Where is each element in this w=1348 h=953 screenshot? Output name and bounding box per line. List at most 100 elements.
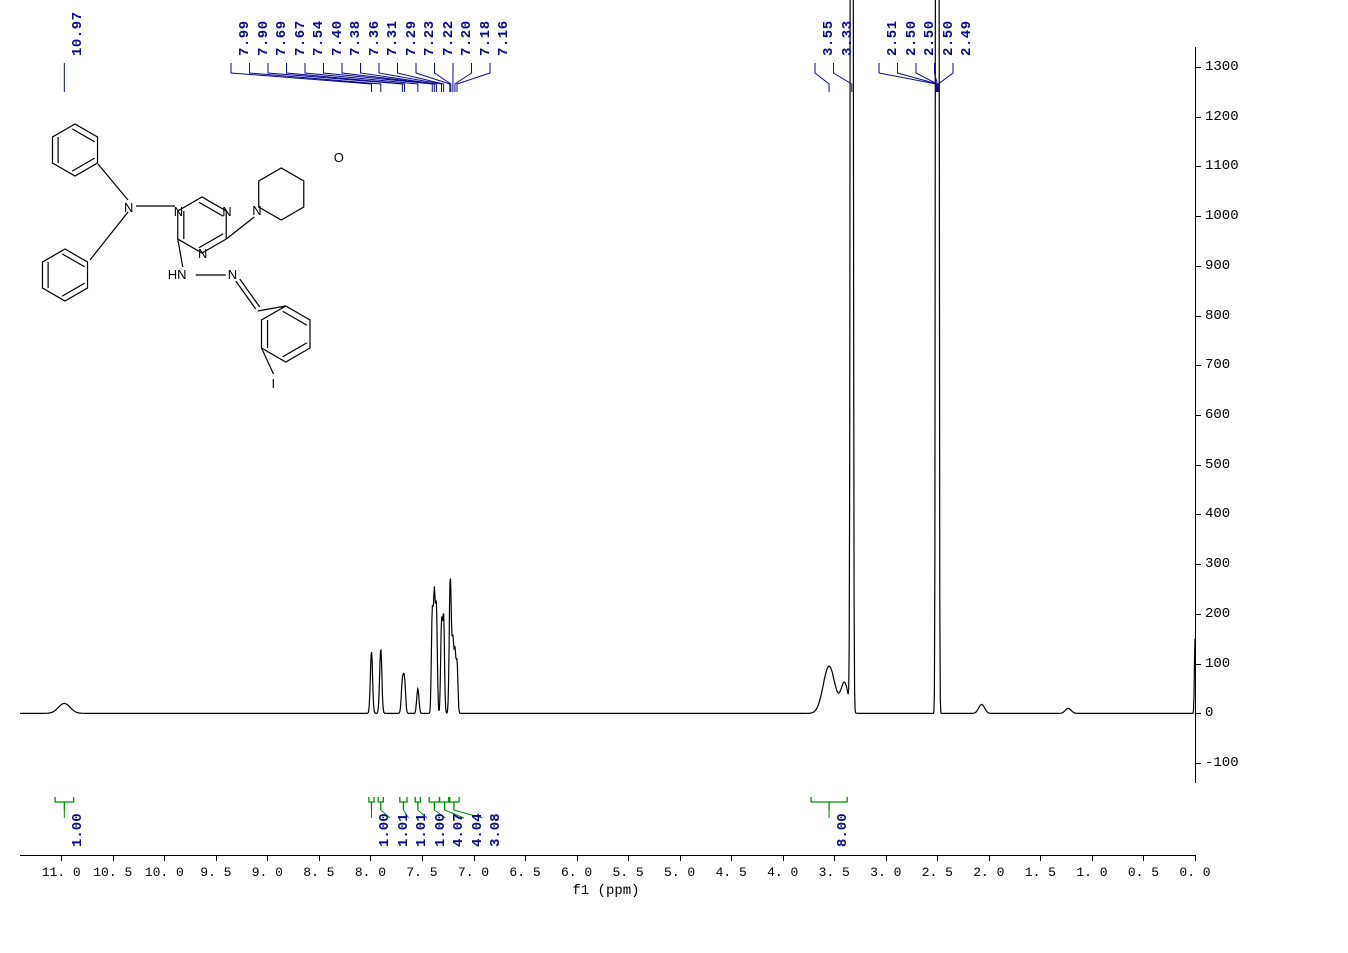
y-tick <box>1195 564 1201 565</box>
integral-label: 4.07 <box>451 813 467 847</box>
y-tick-label: 200 <box>1205 606 1230 622</box>
x-tick <box>422 855 423 861</box>
y-tick-label: 900 <box>1205 258 1230 274</box>
x-tick-label: 10. 0 <box>145 865 184 880</box>
peak-label: 2.50 <box>904 20 920 56</box>
x-tick-label: 3. 5 <box>819 865 850 880</box>
svg-text:N: N <box>174 204 183 219</box>
peak-label: 7.99 <box>237 20 253 56</box>
peak-label: 7.16 <box>496 20 512 56</box>
x-tick-label: 1. 0 <box>1076 865 1107 880</box>
peak-label: 7.18 <box>478 20 494 56</box>
x-tick <box>474 855 475 861</box>
peak-label: 7.90 <box>256 20 272 56</box>
x-tick <box>113 855 114 861</box>
x-tick <box>267 855 268 861</box>
peak-label: 2.49 <box>959 20 975 56</box>
integral-label: 8.00 <box>835 813 851 847</box>
y-tick <box>1195 316 1201 317</box>
svg-text:N: N <box>228 267 237 282</box>
x-tick-label: 6. 0 <box>561 865 592 880</box>
y-tick-label: 600 <box>1205 407 1230 423</box>
x-tick-label: 7. 0 <box>458 865 489 880</box>
y-tick <box>1195 216 1201 217</box>
x-tick-label: 9. 0 <box>252 865 283 880</box>
peak-label: 3.33 <box>840 20 856 56</box>
x-tick <box>834 855 835 861</box>
svg-text:O: O <box>334 150 344 165</box>
x-tick <box>1195 855 1196 861</box>
svg-text:N: N <box>198 246 207 261</box>
y-tick <box>1195 614 1201 615</box>
x-tick-label: 3. 0 <box>870 865 901 880</box>
x-tick-label: 7. 5 <box>406 865 437 880</box>
peak-label: 7.40 <box>330 20 346 56</box>
x-tick-label: 5. 0 <box>664 865 695 880</box>
x-tick-label: 1. 5 <box>1025 865 1056 880</box>
y-tick <box>1195 514 1201 515</box>
x-tick <box>1040 855 1041 861</box>
x-tick <box>628 855 629 861</box>
peak-label: 7.23 <box>422 20 438 56</box>
x-tick-label: 9. 5 <box>200 865 231 880</box>
integral-label: 1.00 <box>70 813 86 847</box>
svg-text:N: N <box>252 203 261 218</box>
y-tick <box>1195 365 1201 366</box>
y-tick <box>1195 713 1201 714</box>
x-tick-label: 0. 0 <box>1179 865 1210 880</box>
x-tick <box>319 855 320 861</box>
svg-text:N: N <box>124 200 133 215</box>
x-tick <box>577 855 578 861</box>
x-tick-label: 10. 5 <box>93 865 132 880</box>
peak-label: 7.38 <box>348 20 364 56</box>
y-tick-label: 1100 <box>1205 158 1239 174</box>
svg-text:N: N <box>222 204 231 219</box>
peak-label: 7.36 <box>367 20 383 56</box>
y-tick-label: 800 <box>1205 308 1230 324</box>
y-tick <box>1195 266 1201 267</box>
y-tick <box>1195 67 1201 68</box>
x-tick-label: 5. 5 <box>613 865 644 880</box>
x-tick <box>525 855 526 861</box>
x-tick-label: 6. 5 <box>509 865 540 880</box>
y-tick <box>1195 664 1201 665</box>
y-tick-label: 1000 <box>1205 208 1239 224</box>
y-tick <box>1195 166 1201 167</box>
integral-label: 1.00 <box>433 813 449 847</box>
x-tick-label: 11. 0 <box>42 865 81 880</box>
y-tick-label: 100 <box>1205 656 1230 672</box>
y-tick <box>1195 763 1201 764</box>
svg-text:I: I <box>272 376 276 391</box>
peak-label: 2.50 <box>922 20 938 56</box>
peak-label: 7.22 <box>441 20 457 56</box>
y-tick-label: 1200 <box>1205 109 1239 125</box>
integral-label: 1.01 <box>414 813 430 847</box>
peak-label: 10.97 <box>70 11 86 56</box>
svg-text:HN: HN <box>168 267 187 282</box>
x-tick <box>989 855 990 861</box>
nmr-spectrum-figure: f1 (ppm) NNNNNOHNNI -1000100200300400500… <box>0 0 1348 953</box>
peak-label: 7.20 <box>459 20 475 56</box>
y-tick-label: 300 <box>1205 556 1230 572</box>
x-tick-label: 2. 5 <box>922 865 953 880</box>
y-tick <box>1195 415 1201 416</box>
peak-label: 7.31 <box>385 20 401 56</box>
x-tick-label: 4. 0 <box>767 865 798 880</box>
x-tick <box>783 855 784 861</box>
x-tick-label: 8. 5 <box>303 865 334 880</box>
x-tick-label: 0. 5 <box>1128 865 1159 880</box>
x-tick <box>680 855 681 861</box>
x-tick <box>216 855 217 861</box>
x-tick <box>886 855 887 861</box>
x-tick <box>164 855 165 861</box>
x-tick <box>937 855 938 861</box>
x-tick-label: 2. 0 <box>973 865 1004 880</box>
peak-label: 2.51 <box>885 20 901 56</box>
x-tick-label: 8. 0 <box>355 865 386 880</box>
y-tick <box>1195 465 1201 466</box>
x-tick <box>1143 855 1144 861</box>
y-tick-label: -100 <box>1205 755 1239 771</box>
integral-label: 3.08 <box>488 813 504 847</box>
integral-label: 4.04 <box>470 813 486 847</box>
y-tick-label: 500 <box>1205 457 1230 473</box>
